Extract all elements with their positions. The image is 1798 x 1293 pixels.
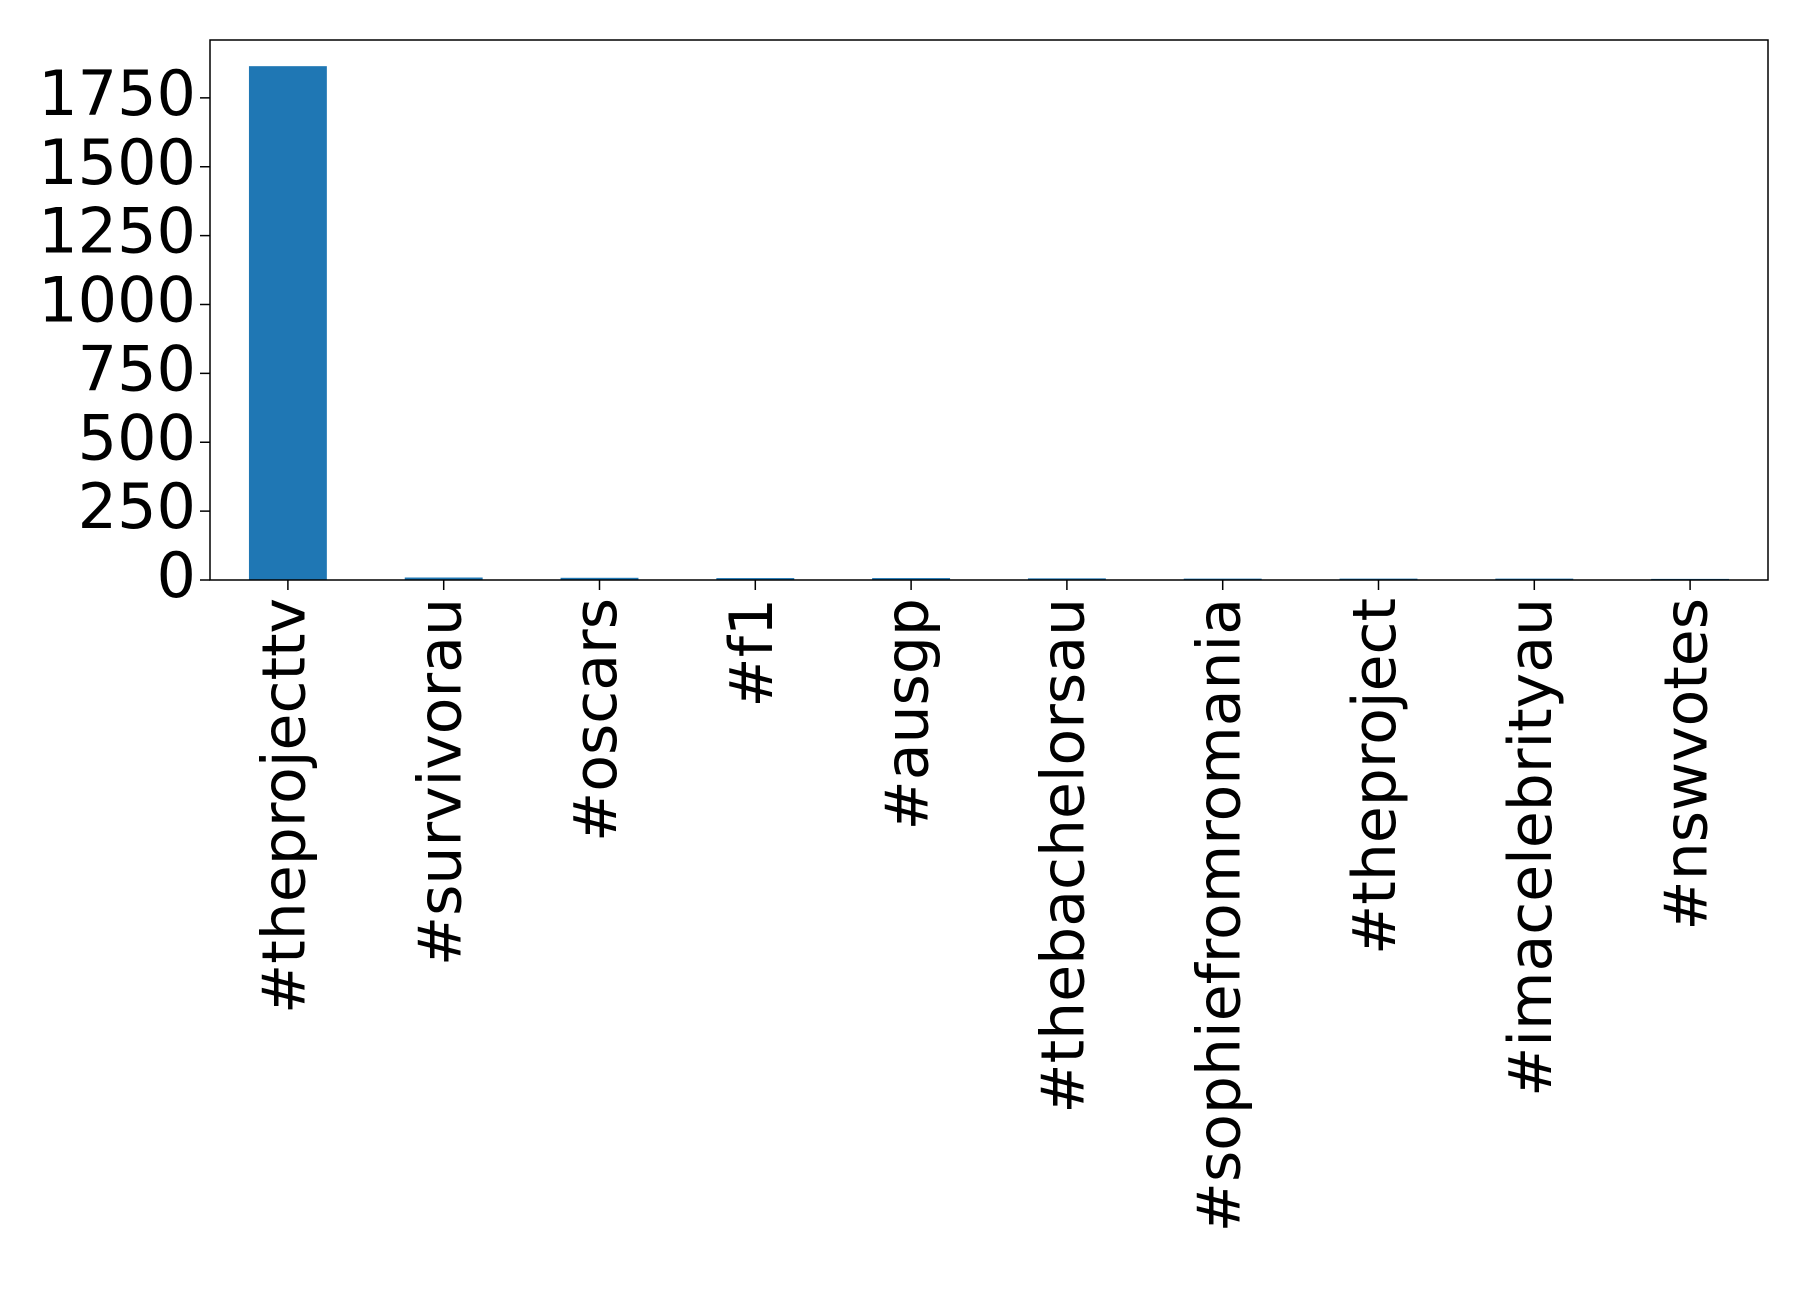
y-tick-label: 250 — [78, 470, 196, 543]
x-tick-label: #theproject — [1340, 598, 1410, 955]
x-tick-label: #oscars — [561, 598, 631, 842]
y-tick-label: 1500 — [38, 126, 196, 199]
plot-frame — [209, 39, 1769, 581]
bars-layer — [248, 66, 1730, 581]
x-tick-label: #sophiefromromania — [1184, 598, 1254, 1232]
y-tick-label: 1250 — [38, 195, 196, 268]
y-tick-label: 750 — [78, 332, 196, 405]
x-axis: #theprojecttv #survivorau #oscars #f1 #ausgp… — [249, 580, 1722, 1232]
y-tick-label: 1000 — [38, 264, 196, 337]
x-tick-label: #ausgp — [873, 598, 943, 831]
y-tick-label: 500 — [78, 401, 196, 474]
x-tick-label: #imacelebrityau — [1496, 598, 1566, 1097]
bar-thebachelorsau — [1027, 578, 1106, 580]
bar-f1 — [716, 578, 795, 580]
bar-oscars — [560, 577, 639, 580]
bar-survivorau — [404, 577, 483, 580]
y-tick-label: 0 — [157, 539, 196, 612]
x-tick-label: #survivorau — [405, 598, 475, 966]
x-tick-label: #nswvotes — [1652, 598, 1722, 931]
bar-ausgp — [872, 578, 951, 580]
x-tick-label: #f1 — [717, 598, 787, 708]
y-tick-label: 1750 — [38, 57, 196, 130]
bar-theprojecttv — [248, 66, 327, 581]
x-tick-label: #theprojecttv — [249, 598, 319, 1014]
x-tick-label: #thebachelorsau — [1028, 598, 1098, 1114]
